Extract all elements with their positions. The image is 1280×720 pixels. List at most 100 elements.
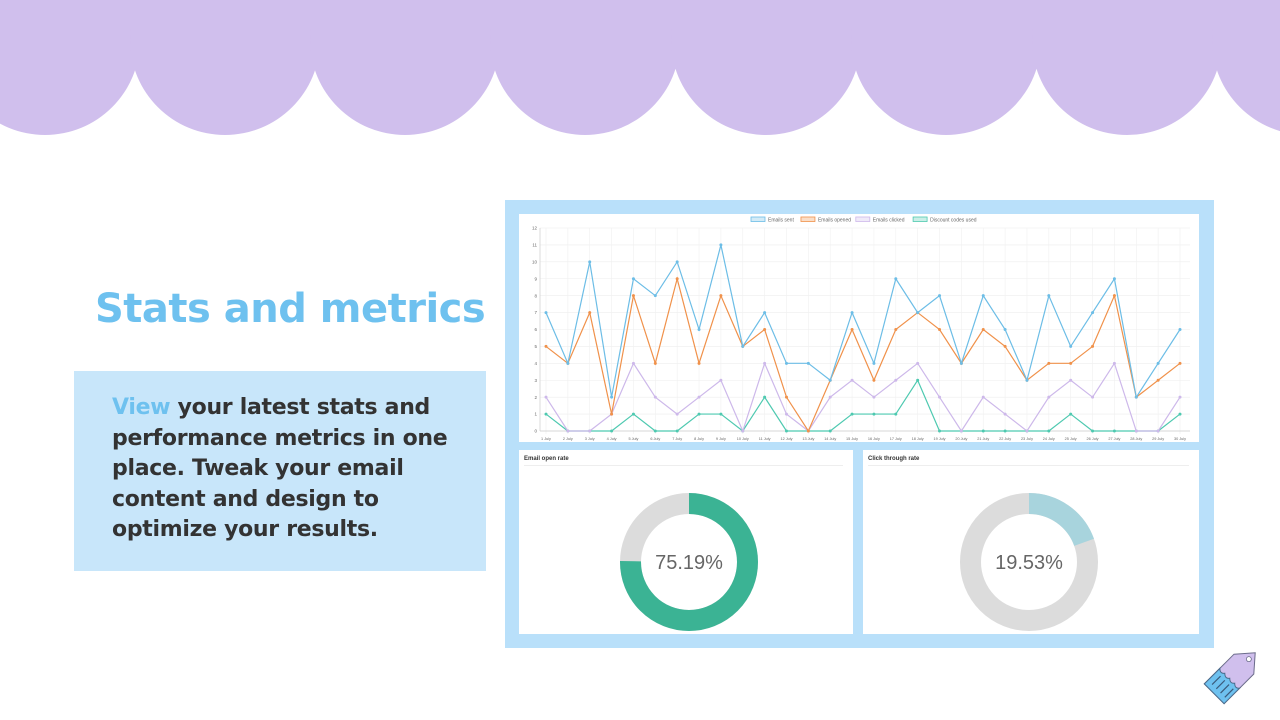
data-point — [828, 378, 832, 382]
data-point — [872, 361, 876, 365]
data-point — [588, 260, 592, 264]
scalloped-header-banner — [0, 0, 1280, 135]
data-point — [544, 412, 548, 416]
divider — [524, 465, 843, 466]
data-point — [1025, 429, 1029, 433]
data-point — [1069, 344, 1073, 348]
scallop — [0, 0, 140, 135]
data-point — [1156, 361, 1160, 365]
x-tick-label: 1 July — [541, 437, 551, 441]
data-point — [697, 412, 701, 416]
donut-value-arc — [620, 493, 758, 631]
data-point — [1003, 344, 1007, 348]
legend-item: Emails opened — [800, 216, 851, 224]
y-tick-label: 7 — [534, 310, 537, 315]
data-point — [1178, 395, 1182, 399]
data-point — [1003, 328, 1007, 331]
x-tick-label: 28 July — [1130, 437, 1142, 441]
x-tick-label: 5 July — [628, 437, 638, 441]
data-point — [806, 361, 810, 365]
x-tick-label: 9 July — [716, 437, 726, 441]
data-point — [544, 344, 548, 348]
data-point — [697, 361, 701, 365]
x-tick-label: 7 July — [672, 437, 682, 441]
data-point — [938, 294, 942, 298]
data-point — [653, 395, 657, 399]
series-emails-opened — [544, 276, 1182, 433]
data-point — [1025, 378, 1029, 382]
data-point — [719, 378, 723, 382]
y-tick-label: 12 — [532, 226, 538, 231]
series-emails-sent — [544, 243, 1182, 399]
data-point — [1112, 294, 1116, 298]
y-tick-label: 8 — [534, 293, 537, 298]
data-point — [1178, 412, 1182, 416]
y-tick-label: 9 — [534, 276, 537, 281]
data-point — [850, 311, 854, 315]
data-point — [1156, 429, 1160, 433]
data-point — [1134, 429, 1138, 433]
data-point — [1134, 395, 1138, 399]
data-point — [938, 395, 942, 399]
data-point — [894, 328, 898, 331]
legend-swatch — [750, 216, 766, 222]
data-point — [719, 294, 723, 298]
scallop — [851, 0, 1041, 135]
data-point — [1091, 429, 1095, 433]
data-point — [697, 328, 701, 331]
data-point — [631, 277, 635, 281]
click-through-rate-panel: Click through rate 19.53% — [863, 450, 1199, 634]
scallop — [1032, 0, 1222, 135]
data-point — [916, 361, 920, 365]
data-point — [763, 395, 767, 399]
x-tick-label: 16 July — [868, 437, 880, 441]
data-point — [981, 294, 985, 298]
data-point — [631, 294, 635, 298]
x-tick-label: 14 July — [824, 437, 836, 441]
data-point — [784, 361, 788, 365]
x-tick-label: 10 July — [737, 437, 749, 441]
y-tick-label: 10 — [532, 259, 538, 264]
donut-center-label: 75.19% — [655, 552, 723, 574]
y-tick-label: 11 — [532, 243, 537, 248]
y-tick-label: 2 — [534, 395, 537, 400]
x-tick-label: 30 July — [1174, 437, 1186, 441]
x-tick-label: 11 July — [759, 437, 771, 441]
data-point — [959, 361, 963, 365]
legend-label: Discount codes used — [930, 218, 977, 224]
data-point — [763, 328, 767, 331]
scallop — [130, 0, 320, 135]
data-point — [1047, 395, 1051, 399]
donut-center-label: 19.53% — [995, 552, 1063, 574]
scallop — [1212, 0, 1280, 132]
description-text: View your latest stats and performance m… — [112, 393, 472, 546]
divider — [868, 465, 1189, 466]
data-point — [653, 429, 657, 433]
legend-label: Emails clicked — [873, 218, 905, 224]
data-point — [828, 429, 832, 433]
data-point — [1069, 361, 1073, 365]
scallop — [490, 0, 680, 135]
data-point — [610, 412, 614, 416]
data-point — [631, 361, 635, 365]
data-point — [1156, 378, 1160, 382]
x-tick-label: 15 July — [846, 437, 858, 441]
x-tick-label: 20 July — [955, 437, 967, 441]
data-point — [719, 243, 723, 247]
series-line — [545, 244, 1181, 399]
data-point — [916, 311, 920, 315]
email-open-rate-title: Email open rate — [524, 456, 569, 462]
legend-swatch — [912, 216, 928, 222]
data-point — [828, 395, 832, 399]
data-point — [850, 412, 854, 416]
data-point — [784, 395, 788, 399]
dashboard-screenshot-frame: Emails sent Emails opened Emails clicked Di… — [505, 200, 1214, 648]
click-through-rate-title: Click through rate — [868, 456, 920, 462]
data-point — [1091, 395, 1095, 399]
y-tick-label: 4 — [534, 361, 537, 366]
x-tick-label: 13 July — [802, 437, 814, 441]
data-point — [741, 344, 745, 348]
data-point — [1178, 328, 1182, 331]
data-point — [916, 378, 920, 382]
data-point — [1047, 429, 1051, 433]
